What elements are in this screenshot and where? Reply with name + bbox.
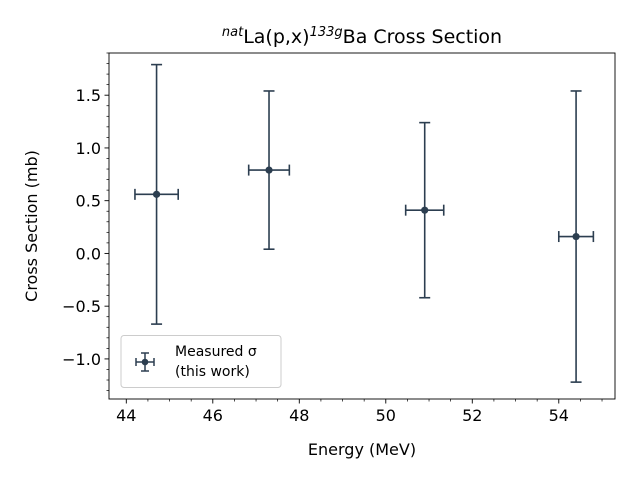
plot-area: 44 46 48 50 52 54 −1.0 −0.5 0.0 0.5 1.0 1.5	[62, 52, 616, 425]
x-tick-label: 44	[116, 406, 136, 425]
chart-title: natLa(p,x)133gBa Cross Section	[222, 25, 502, 48]
x-tick-label: 54	[549, 406, 569, 425]
x-tick-label: 52	[462, 406, 482, 425]
x-axis-label: Energy (MeV)	[308, 440, 416, 459]
y-tick-label: −1.0	[62, 350, 101, 369]
data-point	[152, 190, 161, 198]
data-point-group	[247, 90, 291, 251]
y-tick-label: −0.5	[62, 297, 101, 316]
y-axis-label: Cross Section (mb)	[22, 150, 41, 302]
data-point-group	[404, 121, 445, 299]
x-tick-label: 48	[289, 406, 309, 425]
x-tick-label: 50	[376, 406, 396, 425]
data-point	[265, 166, 273, 174]
legend: Measured σ (this work)	[120, 335, 282, 388]
x-tick-label: 46	[203, 406, 223, 425]
data-point-group	[134, 63, 179, 325]
legend-point	[141, 358, 149, 366]
data-point	[572, 232, 580, 241]
data-point	[421, 206, 429, 214]
legend-label-line2: (this work)	[175, 364, 250, 380]
legend-frame	[120, 335, 282, 388]
y-tick-label: 1.5	[76, 86, 101, 105]
y-tick-label: 0.5	[76, 192, 101, 211]
data-point-group	[557, 90, 595, 383]
legend-marker	[135, 352, 155, 372]
legend-label-line1: Measured σ	[175, 344, 257, 360]
y-tick-label: 0.0	[76, 244, 101, 263]
axes-frame	[108, 52, 616, 400]
y-tick-label: 1.0	[76, 139, 101, 158]
